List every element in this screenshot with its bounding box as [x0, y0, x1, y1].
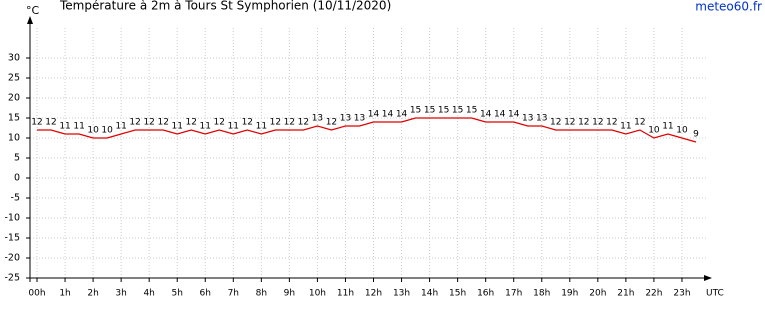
data-label: 14: [480, 110, 492, 120]
data-label: 12: [284, 118, 295, 128]
y-tick-label: -5: [11, 193, 20, 204]
data-label: 14: [382, 110, 394, 120]
x-tick-label: 6h: [200, 289, 211, 299]
y-axis-arrow: [27, 16, 33, 24]
y-tick-label: -10: [4, 213, 20, 224]
data-label: 15: [410, 106, 421, 116]
x-tick-label: 3h: [115, 289, 126, 299]
data-label: 13: [340, 114, 351, 124]
data-label: 12: [214, 118, 225, 128]
data-label: 11: [200, 122, 211, 132]
y-tick-label: 20: [8, 93, 20, 104]
x-tick-label: 7h: [228, 289, 239, 299]
data-label: 12: [157, 118, 168, 128]
data-label: 12: [578, 118, 589, 128]
data-label: 14: [508, 110, 520, 120]
x-tick-label: 8h: [256, 289, 267, 299]
y-tick-label: 15: [8, 113, 20, 124]
x-tick-label: 11h: [337, 289, 354, 299]
data-label: 12: [242, 118, 253, 128]
data-label: 10: [101, 126, 113, 136]
data-label: 12: [298, 118, 309, 128]
data-label: 11: [59, 122, 70, 132]
data-label: 10: [676, 126, 688, 136]
source-link[interactable]: meteo60.fr: [695, 0, 762, 14]
x-tick-label: 19h: [561, 289, 578, 299]
y-tick-label: 0: [14, 173, 20, 184]
data-label: 12: [143, 118, 154, 128]
x-tick-label: 2h: [87, 289, 98, 299]
data-label: 12: [270, 118, 281, 128]
data-label: 11: [73, 122, 84, 132]
data-label: 12: [326, 118, 337, 128]
x-tick-label: 12h: [365, 289, 382, 299]
x-tick-label: 5h: [171, 289, 182, 299]
data-label: 12: [592, 118, 603, 128]
x-tick-label: 20h: [589, 289, 606, 299]
data-label: 11: [171, 122, 182, 132]
x-tick-label: 00h: [28, 289, 45, 299]
y-tick-label: 5: [14, 153, 20, 164]
x-axis-arrow: [704, 275, 712, 281]
y-tick-label: -15: [4, 233, 20, 244]
chart-title: Température à 2m à Tours St Symphorien (…: [59, 0, 391, 13]
data-label: 15: [424, 106, 435, 116]
data-label: 13: [312, 114, 323, 124]
data-label: 12: [634, 118, 645, 128]
y-axis-label: °C: [26, 4, 40, 17]
y-tick-label: 30: [8, 53, 20, 64]
data-label: 9: [693, 130, 699, 140]
x-tick-label: 23h: [673, 289, 690, 299]
data-label: 13: [536, 114, 547, 124]
x-tick-label: 14h: [421, 289, 438, 299]
y-tick-label: -20: [4, 253, 20, 264]
data-label: 10: [87, 126, 99, 136]
data-label: 10: [648, 126, 660, 136]
x-tick-label: 18h: [533, 289, 550, 299]
x-tick-label: 10h: [309, 289, 326, 299]
data-label: 11: [620, 122, 631, 132]
data-label: 12: [186, 118, 197, 128]
x-tick-label: 9h: [284, 289, 295, 299]
data-label: 14: [494, 110, 506, 120]
x-tick-label: 22h: [645, 289, 662, 299]
x-tick-label: 17h: [505, 289, 522, 299]
data-label: 12: [129, 118, 140, 128]
data-label: 11: [115, 122, 126, 132]
data-label: 11: [662, 122, 673, 132]
temperature-line: [37, 117, 697, 143]
x-axis-label: UTC: [706, 289, 724, 299]
y-tick-label: -25: [4, 273, 20, 284]
y-tick-label: 10: [8, 133, 20, 144]
data-label: 14: [368, 110, 380, 120]
x-tick-label: 15h: [449, 289, 466, 299]
data-label: 12: [564, 118, 575, 128]
x-tick-label: 1h: [59, 289, 70, 299]
x-tick-label: 4h: [143, 289, 154, 299]
data-label: 13: [354, 114, 365, 124]
data-label: 15: [466, 106, 477, 116]
data-label: 12: [31, 118, 42, 128]
data-label: 15: [438, 106, 449, 116]
data-label: 12: [550, 118, 561, 128]
data-label: 12: [606, 118, 617, 128]
x-tick-label: 21h: [617, 289, 634, 299]
y-tick-label: 25: [8, 73, 20, 84]
data-label: 11: [228, 122, 239, 132]
x-tick-label: 13h: [393, 289, 410, 299]
data-label: 14: [396, 110, 408, 120]
data-label: 13: [522, 114, 533, 124]
data-label: 15: [452, 106, 463, 116]
data-label: 12: [45, 118, 56, 128]
x-tick-label: 16h: [477, 289, 494, 299]
data-label: 11: [256, 122, 267, 132]
